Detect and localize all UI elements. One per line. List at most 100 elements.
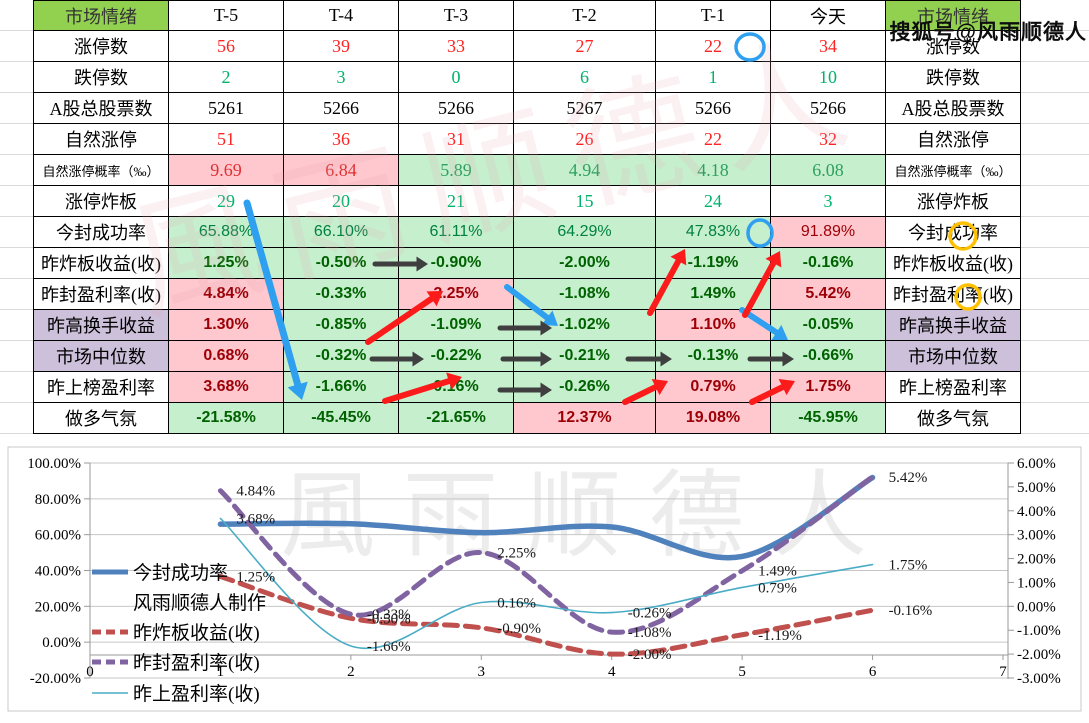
- row-label[interactable]: 昨高换手收益: [34, 310, 169, 341]
- table-cell-r1c5[interactable]: 10: [771, 62, 886, 93]
- table-cell-r2c0[interactable]: 5261: [169, 93, 284, 124]
- table-cell-r7c2[interactable]: -0.90%: [399, 248, 514, 279]
- row-label-right[interactable]: 昨上榜盈利率: [886, 372, 1021, 403]
- table-cell-r11c2[interactable]: 0.16%: [399, 372, 514, 403]
- table-cell-r12c1[interactable]: -45.45%: [284, 403, 399, 434]
- table-cell-r3c1[interactable]: 36: [284, 124, 399, 155]
- table-cell-r12c4[interactable]: 19.08%: [656, 403, 771, 434]
- table-cell-r7c4[interactable]: -1.19%: [656, 248, 771, 279]
- row-label[interactable]: 跌停数: [34, 62, 169, 93]
- table-cell-r7c3[interactable]: -2.00%: [514, 248, 656, 279]
- table-cell-r2c1[interactable]: 5266: [284, 93, 399, 124]
- row-label[interactable]: 涨停炸板: [34, 186, 169, 217]
- table-cell-r9c4[interactable]: 1.10%: [656, 310, 771, 341]
- table-cell-r9c5[interactable]: -0.05%: [771, 310, 886, 341]
- table-cell-r6c0[interactable]: 65.88%: [169, 217, 284, 248]
- table-cell-r2c3[interactable]: 5267: [514, 93, 656, 124]
- row-label[interactable]: 昨炸板收益(收): [34, 248, 169, 279]
- table-cell-r11c5[interactable]: 1.75%: [771, 372, 886, 403]
- table-cell-r8c3[interactable]: -1.08%: [514, 279, 656, 310]
- table-cell-r5c3[interactable]: 15: [514, 186, 656, 217]
- row-label[interactable]: A股总股票数: [34, 93, 169, 124]
- row-label-right[interactable]: 涨停炸板: [886, 186, 1021, 217]
- table-cell-r3c2[interactable]: 31: [399, 124, 514, 155]
- column-header-1[interactable]: T-4: [284, 1, 399, 31]
- table-cell-r6c4[interactable]: 47.83%: [656, 217, 771, 248]
- table-cell-r2c5[interactable]: 5266: [771, 93, 886, 124]
- table-cell-r8c1[interactable]: -0.33%: [284, 279, 399, 310]
- table-cell-r4c0[interactable]: 9.69: [169, 155, 284, 186]
- column-header-3[interactable]: T-2: [514, 1, 656, 31]
- table-cell-r4c2[interactable]: 5.89: [399, 155, 514, 186]
- table-cell-r11c4[interactable]: 0.79%: [656, 372, 771, 403]
- table-cell-r6c3[interactable]: 64.29%: [514, 217, 656, 248]
- row-label-right[interactable]: 今封成功率: [886, 217, 1021, 248]
- table-cell-r10c5[interactable]: -0.66%: [771, 341, 886, 372]
- table-cell-r7c5[interactable]: -0.16%: [771, 248, 886, 279]
- row-label[interactable]: 市场中位数: [34, 341, 169, 372]
- table-cell-r4c3[interactable]: 4.94: [514, 155, 656, 186]
- table-cell-r5c4[interactable]: 24: [656, 186, 771, 217]
- row-label[interactable]: 昨封盈利率(收): [34, 279, 169, 310]
- table-cell-r11c0[interactable]: 3.68%: [169, 372, 284, 403]
- table-cell-r7c0[interactable]: 1.25%: [169, 248, 284, 279]
- table-cell-r1c3[interactable]: 6: [514, 62, 656, 93]
- table-cell-r8c0[interactable]: 4.84%: [169, 279, 284, 310]
- row-label-right[interactable]: 市场中位数: [886, 341, 1021, 372]
- row-label[interactable]: 涨停数: [34, 31, 169, 62]
- table-cell-r9c3[interactable]: -1.02%: [514, 310, 656, 341]
- corner-header[interactable]: 市场情绪: [34, 1, 169, 31]
- table-cell-r4c4[interactable]: 4.18: [656, 155, 771, 186]
- row-label-right[interactable]: A股总股票数: [886, 93, 1021, 124]
- row-label-right[interactable]: 昨封盈利率(收): [886, 279, 1021, 310]
- table-cell-r0c5[interactable]: 34: [771, 31, 886, 62]
- table-cell-r3c0[interactable]: 51: [169, 124, 284, 155]
- table-cell-r5c2[interactable]: 21: [399, 186, 514, 217]
- table-cell-r5c0[interactable]: 29: [169, 186, 284, 217]
- column-header-2[interactable]: T-3: [399, 1, 514, 31]
- table-cell-r10c2[interactable]: -0.22%: [399, 341, 514, 372]
- row-label-right[interactable]: 涨停数: [886, 31, 1021, 62]
- table-cell-r9c2[interactable]: -1.09%: [399, 310, 514, 341]
- table-cell-r9c1[interactable]: -0.85%: [284, 310, 399, 341]
- table-cell-r7c1[interactable]: -0.50%: [284, 248, 399, 279]
- table-cell-r1c0[interactable]: 2: [169, 62, 284, 93]
- row-label[interactable]: 今封成功率: [34, 217, 169, 248]
- table-cell-r6c1[interactable]: 66.10%: [284, 217, 399, 248]
- table-cell-r11c3[interactable]: -0.26%: [514, 372, 656, 403]
- table-cell-r3c5[interactable]: 32: [771, 124, 886, 155]
- table-cell-r1c4[interactable]: 1: [656, 62, 771, 93]
- table-cell-r6c2[interactable]: 61.11%: [399, 217, 514, 248]
- table-cell-r2c4[interactable]: 5266: [656, 93, 771, 124]
- table-cell-r10c1[interactable]: -0.32%: [284, 341, 399, 372]
- table-cell-r8c4[interactable]: 1.49%: [656, 279, 771, 310]
- row-label-right[interactable]: 昨炸板收益(收): [886, 248, 1021, 279]
- table-cell-r10c3[interactable]: -0.21%: [514, 341, 656, 372]
- row-label[interactable]: 自然涨停: [34, 124, 169, 155]
- table-cell-r6c5[interactable]: 91.89%: [771, 217, 886, 248]
- table-cell-r10c4[interactable]: -0.13%: [656, 341, 771, 372]
- table-cell-r8c2[interactable]: 2.25%: [399, 279, 514, 310]
- corner-header-right[interactable]: 市场情绪: [886, 1, 1021, 31]
- row-label-right[interactable]: 自然涨停: [886, 124, 1021, 155]
- row-label[interactable]: 昨上榜盈利率: [34, 372, 169, 403]
- table-cell-r12c5[interactable]: -45.95%: [771, 403, 886, 434]
- row-label[interactable]: 自然涨停概率（‰）: [34, 155, 169, 186]
- row-label[interactable]: 做多气氛: [34, 403, 169, 434]
- table-cell-r8c5[interactable]: 5.42%: [771, 279, 886, 310]
- table-cell-r12c3[interactable]: 12.37%: [514, 403, 656, 434]
- table-cell-r0c4[interactable]: 22: [656, 31, 771, 62]
- table-cell-r11c1[interactable]: -1.66%: [284, 372, 399, 403]
- table-cell-r1c2[interactable]: 0: [399, 62, 514, 93]
- table-cell-r5c5[interactable]: 3: [771, 186, 886, 217]
- column-header-5[interactable]: 今天: [771, 1, 886, 31]
- table-cell-r0c2[interactable]: 33: [399, 31, 514, 62]
- table-cell-r0c3[interactable]: 27: [514, 31, 656, 62]
- row-label-right[interactable]: 自然涨停概率（‰）: [886, 155, 1021, 186]
- table-cell-r1c1[interactable]: 3: [284, 62, 399, 93]
- table-cell-r9c0[interactable]: 1.30%: [169, 310, 284, 341]
- table-cell-r5c1[interactable]: 20: [284, 186, 399, 217]
- table-cell-r0c0[interactable]: 56: [169, 31, 284, 62]
- table-cell-r3c4[interactable]: 22: [656, 124, 771, 155]
- table-cell-r2c2[interactable]: 5266: [399, 93, 514, 124]
